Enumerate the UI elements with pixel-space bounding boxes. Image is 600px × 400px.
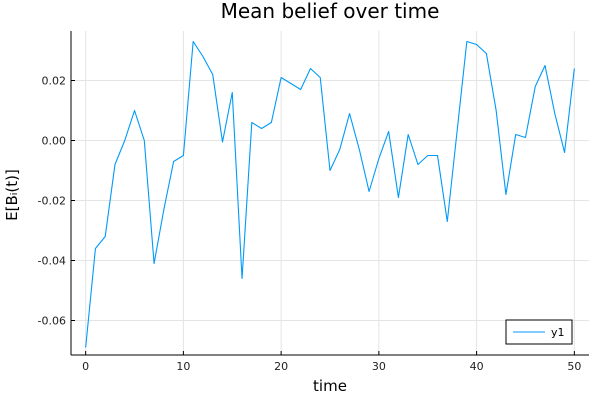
- x-tick-label: 10: [176, 360, 190, 373]
- tick-labels: 0 10 20 30 40 50 -0.06 -0.04 -0.02 0.00 0.02: [38, 75, 582, 374]
- axes: [70, 31, 589, 356]
- x-axis-title: time: [313, 377, 347, 395]
- x-tick-label: 20: [274, 360, 288, 373]
- series-lines: [85, 40, 575, 348]
- x-tick-label: 50: [567, 360, 581, 373]
- grid-lines: [71, 31, 589, 355]
- chart-title: Mean belief over time: [221, 0, 440, 23]
- x-tick-label: 40: [470, 360, 484, 373]
- y-tick-label: 0.02: [42, 75, 67, 88]
- legend-label: y1: [551, 326, 565, 339]
- y-tick-label: -0.04: [38, 255, 66, 268]
- y-tick-label: 0.00: [42, 135, 67, 148]
- y-tick-label: -0.06: [38, 315, 66, 328]
- y-tick-label: -0.02: [38, 195, 66, 208]
- legend: y1: [505, 319, 573, 345]
- x-tick-label: 0: [82, 360, 89, 373]
- x-tick-label: 30: [372, 360, 386, 373]
- y-axis-title: E[Bᵢ(t)]: [3, 169, 21, 221]
- series-line-y1: [85, 40, 575, 348]
